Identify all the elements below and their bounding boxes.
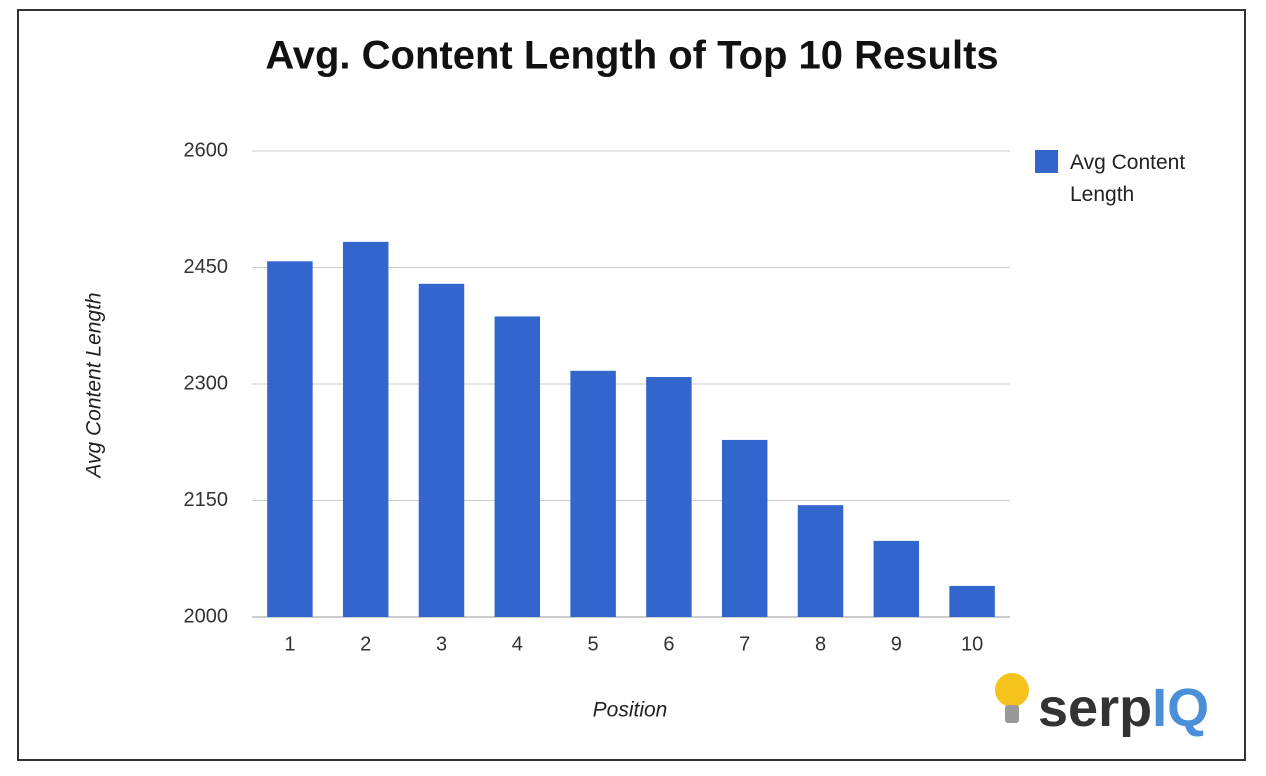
legend-swatch [1035, 150, 1058, 173]
x-tick-label: 2 [360, 633, 371, 655]
frame [17, 9, 1246, 761]
x-tick-label: 7 [739, 633, 750, 655]
bar [797, 505, 844, 617]
y-tick-label: 2000 [184, 605, 229, 627]
bar [418, 283, 465, 617]
legend-label: Avg Content Length [1070, 151, 1186, 206]
y-axis-label: Avg Content Length [83, 292, 106, 479]
bulb [995, 673, 1029, 707]
y-tick-label: 2600 [184, 139, 229, 161]
logo-text: serpIQ [1038, 678, 1209, 738]
y-tick-label: 2300 [184, 372, 229, 394]
bar [570, 370, 616, 617]
bar [873, 540, 920, 617]
bar [494, 316, 541, 617]
x-axis-label: Position [593, 699, 668, 722]
x-tick-label: 5 [588, 633, 599, 655]
x-tick-label: 8 [815, 633, 826, 655]
chart-title: Avg. Content Length of Top 10 Results [265, 34, 998, 78]
logo: serpIQ [995, 673, 1209, 738]
x-tick-label: 6 [663, 633, 674, 655]
x-tick-label: 1 [284, 633, 295, 655]
bulb-base [1005, 705, 1019, 723]
x-tick-label: 9 [891, 633, 902, 655]
bar [721, 439, 768, 617]
logo-iq: IQ [1152, 678, 1209, 738]
x-tick-label: 3 [436, 633, 447, 655]
x-tick-label: 10 [961, 633, 983, 655]
bar [267, 261, 313, 617]
logo-serp: serp [1038, 678, 1152, 738]
bar [646, 377, 692, 617]
y-tick-label: 2450 [184, 256, 229, 278]
bar [949, 585, 995, 617]
bar [342, 241, 389, 617]
x-tick-label: 4 [512, 633, 523, 655]
y-tick-label: 2150 [184, 489, 229, 511]
